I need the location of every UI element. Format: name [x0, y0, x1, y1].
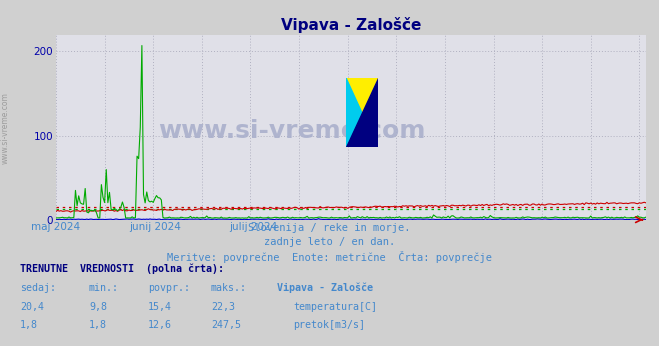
Polygon shape: [346, 78, 378, 147]
Polygon shape: [346, 78, 378, 147]
Polygon shape: [346, 78, 378, 147]
Title: Vipava - Zalošče: Vipava - Zalošče: [281, 17, 421, 34]
Text: 9,8: 9,8: [89, 302, 107, 312]
Text: www.si-vreme.com: www.si-vreme.com: [1, 92, 10, 164]
Text: TRENUTNE  VREDNOSTI  (polna črta):: TRENUTNE VREDNOSTI (polna črta):: [20, 263, 224, 274]
Text: Slovenija / reke in morje.: Slovenija / reke in morje.: [248, 223, 411, 233]
Text: povpr.:: povpr.:: [148, 283, 190, 293]
Text: temperatura[C]: temperatura[C]: [293, 302, 377, 312]
Text: 1,8: 1,8: [20, 320, 38, 330]
Text: 1,8: 1,8: [89, 320, 107, 330]
Text: www.si-vreme.com: www.si-vreme.com: [158, 119, 426, 143]
Text: 15,4: 15,4: [148, 302, 172, 312]
Text: Meritve: povprečne  Enote: metrične  Črta: povprečje: Meritve: povprečne Enote: metrične Črta:…: [167, 251, 492, 263]
Text: 12,6: 12,6: [148, 320, 172, 330]
Text: pretok[m3/s]: pretok[m3/s]: [293, 320, 365, 330]
Text: 247,5: 247,5: [211, 320, 241, 330]
Text: Vipava - Zalošče: Vipava - Zalošče: [277, 282, 373, 293]
Text: 22,3: 22,3: [211, 302, 235, 312]
Text: maks.:: maks.:: [211, 283, 247, 293]
Text: min.:: min.:: [89, 283, 119, 293]
Text: sedaj:: sedaj:: [20, 283, 56, 293]
Text: zadnje leto / en dan.: zadnje leto / en dan.: [264, 237, 395, 247]
Text: 20,4: 20,4: [20, 302, 43, 312]
